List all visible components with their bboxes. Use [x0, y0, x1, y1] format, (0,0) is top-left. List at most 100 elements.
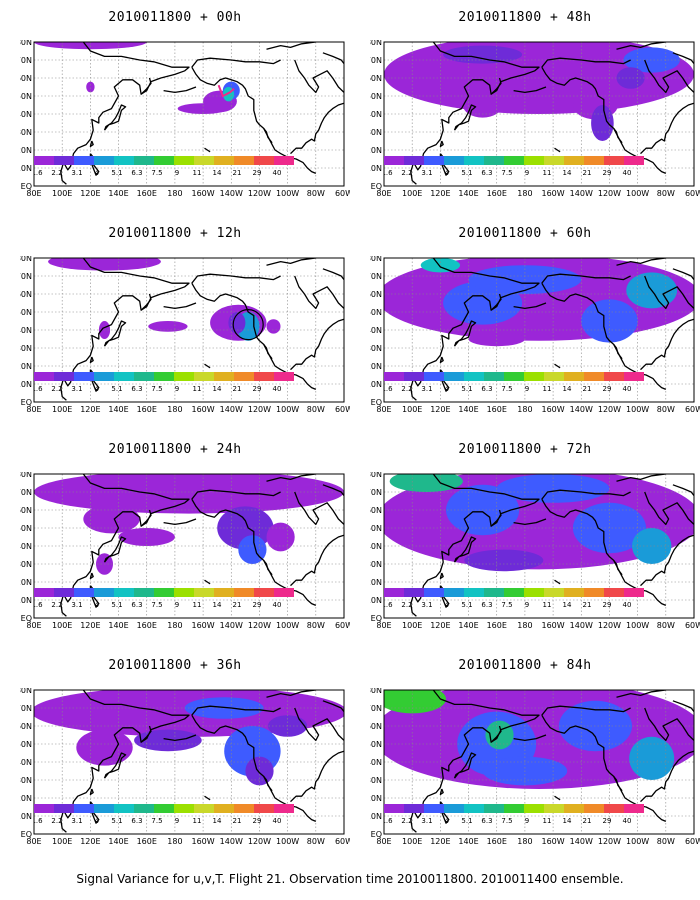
colorbar-swatch — [194, 156, 214, 165]
x-tick-label: 120E — [80, 189, 100, 198]
x-tick-label: 140E — [458, 621, 478, 630]
y-tick-label: 20N — [370, 794, 382, 803]
y-tick-label: 50N — [20, 92, 32, 101]
x-tick-label: 120W — [248, 405, 271, 414]
coastline — [322, 52, 344, 64]
colorbar-swatch — [404, 372, 424, 381]
coastline — [616, 42, 666, 50]
colorbar-label: 1.6 — [384, 817, 393, 825]
x-tick-label: 100W — [276, 837, 299, 846]
coastline — [191, 273, 281, 284]
colorbar-label: 2.2 — [51, 385, 62, 393]
coastline — [644, 275, 694, 310]
colorbar-swatch — [234, 588, 254, 597]
colorbar-swatch — [214, 804, 234, 813]
colorbar-swatch — [484, 156, 504, 165]
colorbar-swatch — [114, 588, 134, 597]
colorbar-swatch — [444, 804, 464, 813]
x-tick-label: 80E — [26, 837, 41, 846]
variance-region — [462, 92, 503, 118]
y-tick-label: 50N — [370, 740, 382, 749]
y-tick-label: 10N — [20, 596, 32, 605]
x-tick-label: 100E — [52, 837, 72, 846]
coastline — [322, 268, 344, 280]
colorbar-swatch — [34, 588, 54, 597]
colorbar-swatch — [624, 804, 644, 813]
coastline — [616, 474, 666, 482]
colorbar-swatch — [404, 156, 424, 165]
coastline — [103, 536, 127, 563]
colorbar-label: 21 — [233, 817, 242, 825]
x-tick-label: 140W — [220, 405, 243, 414]
coastline — [263, 128, 273, 144]
colorbar-swatch — [384, 372, 404, 381]
x-tick-label: 180 — [517, 189, 532, 198]
colorbar: 1.6 2.2 3.1 4 5.1 6.3 7.5 9 11 14 21 29 40 — [384, 372, 644, 393]
x-tick-label: 140E — [108, 189, 128, 198]
colorbar-label: 11 — [193, 601, 202, 609]
panel-title: 2010011800 + 36h — [108, 658, 242, 673]
coastline — [294, 275, 344, 310]
coastline — [616, 690, 666, 698]
y-tick-label: 70N — [20, 704, 32, 713]
y-tick-label: 40N — [370, 326, 382, 335]
y-tick-label: 80N — [20, 256, 32, 263]
colorbar-label: 4 — [445, 601, 450, 609]
x-tick-label: 80E — [376, 837, 391, 846]
variance-region — [443, 45, 523, 64]
coastline — [191, 489, 281, 500]
x-tick-label: 160W — [541, 189, 564, 198]
x-tick-label: 80E — [376, 405, 391, 414]
colorbar-swatch — [254, 588, 274, 597]
colorbar-swatch — [134, 588, 154, 597]
colorbar-label: 1.6 — [34, 601, 43, 609]
x-tick-label: 140W — [220, 621, 243, 630]
colorbar-swatch — [154, 156, 174, 165]
y-tick-label: 60N — [20, 506, 32, 515]
colorbar-label: 5.1 — [111, 385, 122, 393]
y-tick-label: 20N — [20, 146, 32, 155]
colorbar-label: 7.5 — [151, 169, 162, 177]
y-tick-label: 80N — [370, 40, 382, 47]
coastline — [290, 318, 344, 371]
coastline — [613, 128, 623, 144]
coastline — [204, 795, 211, 801]
coastline — [263, 776, 273, 792]
x-tick-label: 160E — [487, 837, 507, 846]
coastline — [453, 320, 477, 347]
y-tick-label: 40N — [20, 110, 32, 119]
x-tick-label: 160W — [541, 837, 564, 846]
colorbar-swatch — [504, 372, 524, 381]
colorbar-label: 3.1 — [71, 385, 82, 393]
coastline — [204, 363, 211, 369]
coastline — [290, 750, 344, 803]
colorbar-swatch — [624, 372, 644, 381]
variance-map: 80E 100E 120E 140E 160E 180 160W 140W 120W 100W 80… — [20, 688, 350, 846]
colorbar-swatch — [564, 372, 584, 381]
y-tick-label: 20N — [20, 362, 32, 371]
coastline — [644, 707, 694, 742]
colorbar-label: 21 — [233, 169, 242, 177]
y-tick-label: 20N — [370, 146, 382, 155]
y-tick-label: EQ — [21, 830, 32, 839]
coastline — [439, 788, 444, 796]
colorbar-label: 6.3 — [481, 817, 492, 825]
colorbar-swatch — [584, 372, 604, 381]
colorbar-swatch — [54, 804, 74, 813]
colorbar-swatch — [74, 588, 94, 597]
x-tick-label: 160W — [191, 189, 214, 198]
x-tick-label: 140E — [108, 837, 128, 846]
x-tick-label: 120E — [430, 621, 450, 630]
x-tick-label: 100W — [626, 405, 649, 414]
colorbar-swatch — [404, 804, 424, 813]
colorbar-label: 2.2 — [51, 169, 62, 177]
colorbar-label: 2.2 — [51, 817, 62, 825]
colorbar-label: 21 — [583, 385, 592, 393]
map-frame — [33, 257, 345, 403]
colorbar-label: 40 — [273, 169, 282, 177]
colorbar-swatch — [154, 588, 174, 597]
coastline — [266, 690, 316, 698]
colorbar-label: 7.5 — [151, 601, 162, 609]
x-tick-label: 100E — [402, 837, 422, 846]
x-tick-label: 180 — [167, 837, 182, 846]
